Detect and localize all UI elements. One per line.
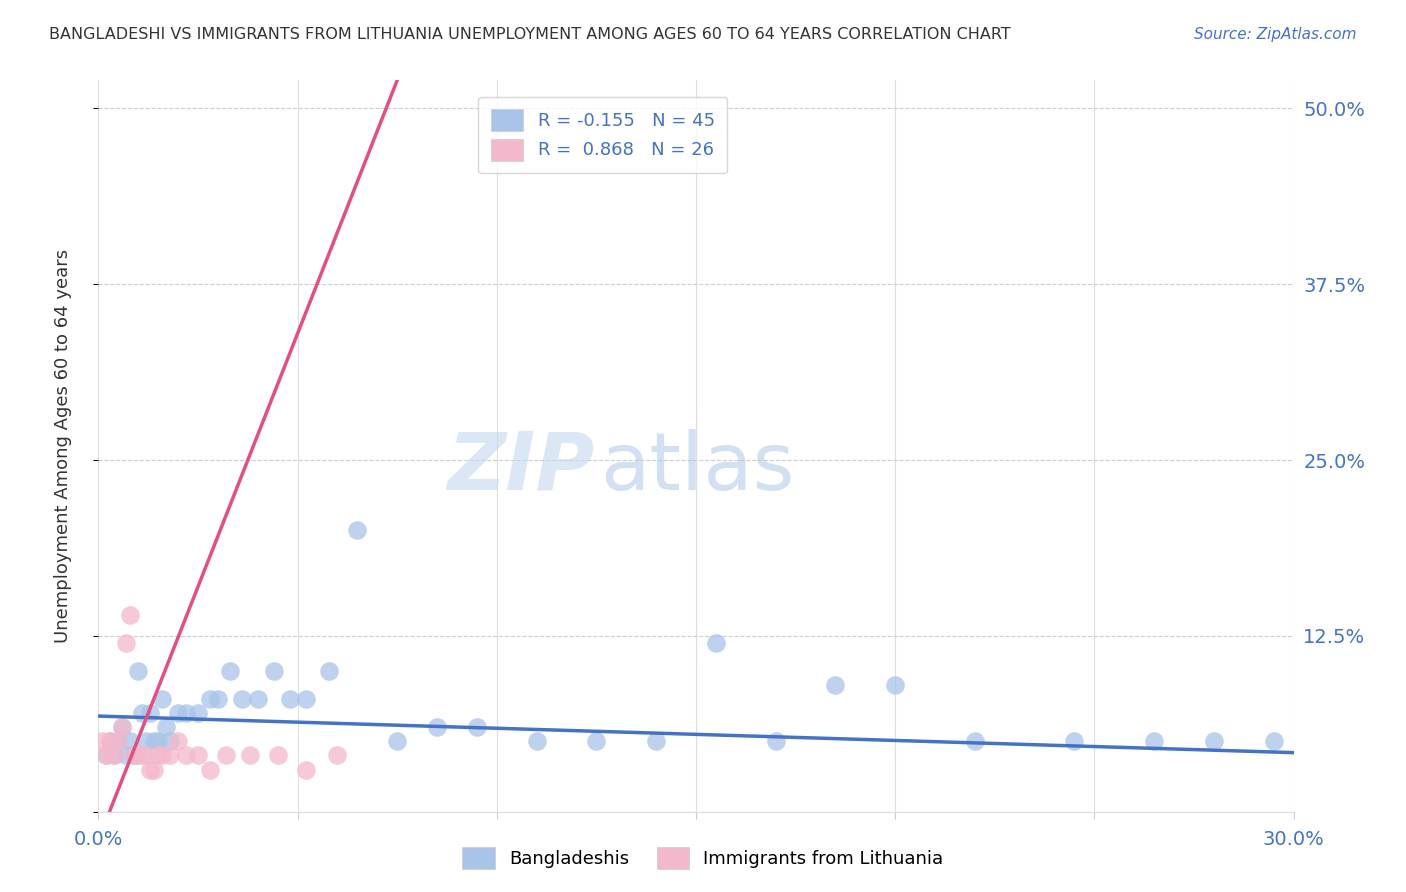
Point <box>278 692 301 706</box>
Point <box>124 748 146 763</box>
Point <box>267 748 290 763</box>
Point <box>98 734 122 748</box>
Point <box>107 734 129 748</box>
Text: BANGLADESHI VS IMMIGRANTS FROM LITHUANIA UNEMPLOYMENT AMONG AGES 60 TO 64 YEARS : BANGLADESHI VS IMMIGRANTS FROM LITHUANIA… <box>49 27 1011 42</box>
Point <box>143 763 166 777</box>
Point <box>219 664 242 678</box>
Point <box>135 748 157 763</box>
Point <box>124 748 146 763</box>
Text: atlas: atlas <box>600 429 794 507</box>
Point <box>207 692 229 706</box>
Point <box>167 706 190 721</box>
Point <box>385 734 409 748</box>
Point <box>96 748 118 763</box>
Point <box>111 720 134 734</box>
Point <box>107 734 129 748</box>
Point <box>1263 734 1285 748</box>
Text: ZIP: ZIP <box>447 429 595 507</box>
Point <box>159 748 181 763</box>
Point <box>159 734 181 748</box>
Point <box>704 636 727 650</box>
Point <box>148 748 170 763</box>
Point <box>824 678 846 692</box>
Point <box>1143 734 1166 748</box>
Point <box>246 692 269 706</box>
Point <box>127 664 149 678</box>
Point <box>231 692 253 706</box>
Point <box>115 636 138 650</box>
Point <box>131 706 153 721</box>
Point <box>1063 734 1085 748</box>
Point <box>294 763 316 777</box>
Point <box>103 748 125 763</box>
Point <box>294 692 316 706</box>
Point <box>465 720 488 734</box>
Legend: R = -0.155   N = 45, R =  0.868   N = 26: R = -0.155 N = 45, R = 0.868 N = 26 <box>478 96 727 173</box>
Point <box>111 720 134 734</box>
Point <box>96 748 118 763</box>
Point <box>326 748 349 763</box>
Point <box>131 748 153 763</box>
Point <box>148 734 170 748</box>
Point <box>139 706 162 721</box>
Point <box>115 748 138 763</box>
Point <box>1202 734 1225 748</box>
Point <box>143 734 166 748</box>
Point <box>884 678 907 692</box>
Point <box>215 748 238 763</box>
Point <box>91 734 114 748</box>
Point <box>585 734 607 748</box>
Point <box>139 763 162 777</box>
Point <box>198 763 221 777</box>
Point <box>198 692 221 706</box>
Point <box>150 692 173 706</box>
Point <box>167 734 190 748</box>
Point <box>963 734 986 748</box>
Point <box>187 706 209 721</box>
Point <box>263 664 285 678</box>
Point <box>645 734 668 748</box>
Point <box>187 748 209 763</box>
Point <box>155 720 177 734</box>
Point <box>98 734 122 748</box>
Point <box>765 734 787 748</box>
Point <box>426 720 449 734</box>
Point <box>103 748 125 763</box>
Point <box>174 706 197 721</box>
Point <box>150 748 173 763</box>
Point <box>346 524 368 538</box>
Legend: Bangladeshis, Immigrants from Lithuania: Bangladeshis, Immigrants from Lithuania <box>453 838 953 879</box>
Point <box>120 607 142 622</box>
Point <box>318 664 340 678</box>
Point <box>120 734 142 748</box>
Point <box>174 748 197 763</box>
Point <box>239 748 262 763</box>
Point <box>135 734 157 748</box>
Point <box>526 734 548 748</box>
Text: Source: ZipAtlas.com: Source: ZipAtlas.com <box>1194 27 1357 42</box>
Y-axis label: Unemployment Among Ages 60 to 64 years: Unemployment Among Ages 60 to 64 years <box>53 249 72 643</box>
Point <box>127 748 149 763</box>
